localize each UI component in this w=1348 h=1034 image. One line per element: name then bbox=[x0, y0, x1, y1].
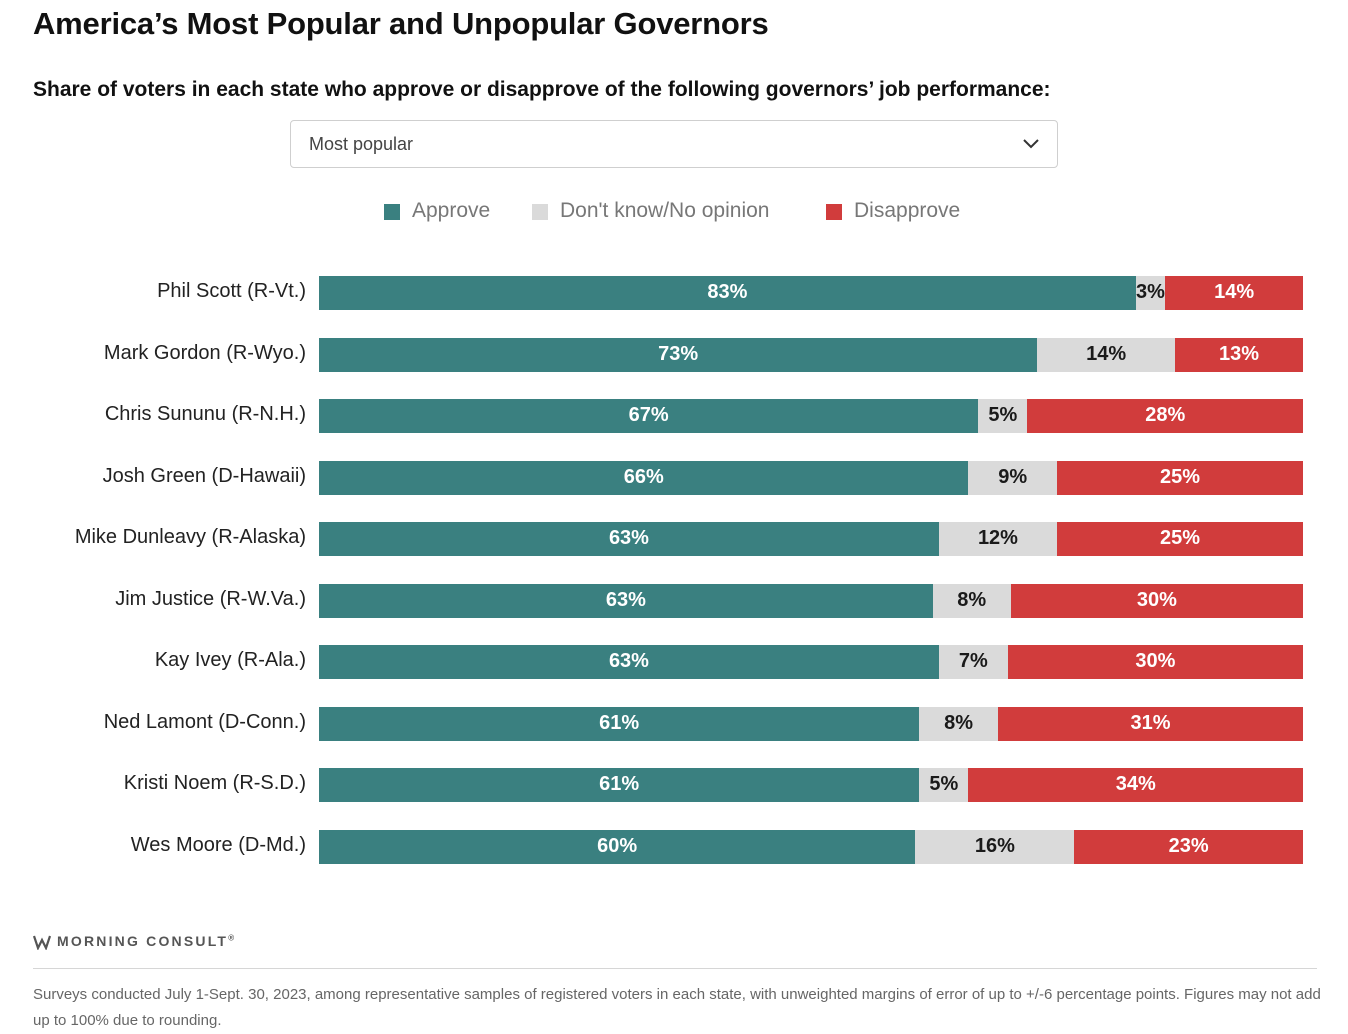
bar-segment-disapprove[interactable] bbox=[997, 707, 1303, 741]
bar-segment-dont-know[interactable] bbox=[915, 830, 1075, 864]
footnote: Surveys conducted July 1-Sept. 30, 2023,… bbox=[33, 986, 1321, 1029]
row-label: Mike Dunleavy (R-Alaska) bbox=[74, 526, 306, 548]
bar-data-label-disapprove: 25% bbox=[1159, 466, 1201, 488]
bar-data-label-approve: 83% bbox=[707, 281, 748, 303]
bar-segment-disapprove[interactable] bbox=[1010, 584, 1303, 618]
row-label: Josh Green (D-Hawaii) bbox=[102, 465, 306, 487]
bar-segment-approve[interactable] bbox=[319, 338, 1038, 372]
bar-data-label-dont-know: 8% bbox=[944, 712, 974, 734]
bar-segment-approve[interactable] bbox=[319, 830, 916, 864]
bar-data-label-disapprove: 13% bbox=[1219, 343, 1260, 365]
bar-data-label-disapprove: 30% bbox=[1135, 650, 1176, 672]
bar-segment-disapprove[interactable] bbox=[1007, 645, 1303, 679]
bar-segment-disapprove[interactable] bbox=[1057, 461, 1303, 495]
row-label: Chris Sununu (R-N.H.) bbox=[104, 403, 306, 425]
bar-segment-dont-know[interactable] bbox=[932, 584, 1011, 618]
bar-data-label-disapprove: 30% bbox=[1136, 589, 1177, 611]
bar-segment-approve[interactable] bbox=[319, 276, 1136, 310]
row-label: Jim Justice (R-W.Va.) bbox=[115, 588, 306, 610]
legend-swatch-disapprove bbox=[826, 204, 842, 220]
bar-data-label-approve: 63% bbox=[605, 589, 646, 611]
legend-label-approve: Approve bbox=[412, 199, 491, 222]
row-label: Phil Scott (R-Vt.) bbox=[157, 280, 306, 302]
chart-subtitle: Share of voters in each state who approv… bbox=[33, 78, 1051, 101]
chart-legend: Approve Don't know/No opinion Disapprove bbox=[0, 198, 1348, 228]
bar-data-label-dont-know: 8% bbox=[957, 589, 987, 611]
row-label: Kristi Noem (R-S.D.) bbox=[123, 772, 306, 794]
bar-segment-disapprove[interactable] bbox=[1175, 338, 1303, 372]
bar-data-label-disapprove: 25% bbox=[1159, 527, 1201, 549]
bar-segment-dont-know[interactable] bbox=[968, 461, 1057, 495]
bar-data-label-dont-know: 12% bbox=[977, 527, 1018, 549]
legend-swatch-dont-know bbox=[532, 204, 548, 220]
bar-data-label-disapprove: 34% bbox=[1115, 773, 1156, 795]
bar-segment-disapprove[interactable] bbox=[1165, 276, 1303, 310]
bar-segment-approve[interactable] bbox=[319, 522, 939, 556]
row-label: Wes Moore (D-Md.) bbox=[130, 834, 306, 856]
bar-data-label-dont-know: 9% bbox=[998, 466, 1028, 488]
bar-data-label-approve: 63% bbox=[608, 650, 649, 672]
bar-segment-disapprove[interactable] bbox=[968, 768, 1303, 802]
bar-data-label-approve: 61% bbox=[599, 773, 640, 795]
bar-data-label-approve: 67% bbox=[628, 404, 669, 426]
bar-data-label-dont-know: 16% bbox=[974, 835, 1015, 857]
legend-swatch-approve bbox=[384, 204, 400, 220]
row-label: Ned Lamont (D-Conn.) bbox=[103, 711, 306, 733]
logo-text: MORNING CONSULT® bbox=[57, 933, 235, 949]
chart-title: America’s Most Popular and Unpopular Gov… bbox=[33, 6, 769, 41]
bar-data-label-dont-know: 14% bbox=[1086, 343, 1127, 365]
bar-segment-dont-know[interactable] bbox=[919, 707, 998, 741]
bar-segment-disapprove[interactable] bbox=[1057, 522, 1303, 556]
bar-segment-approve[interactable] bbox=[319, 707, 920, 741]
legend-label-disapprove: Disapprove bbox=[854, 199, 961, 222]
row-label: Mark Gordon (R-Wyo.) bbox=[103, 342, 306, 364]
bar-segment-approve[interactable] bbox=[319, 645, 939, 679]
bar-data-label-dont-know: 7% bbox=[958, 650, 988, 672]
bar-segment-dont-know[interactable] bbox=[919, 768, 969, 802]
view-select-dropdown[interactable]: Most popular bbox=[290, 120, 1058, 168]
bar-data-label-disapprove: 31% bbox=[1130, 712, 1171, 734]
bar-segment-approve[interactable] bbox=[319, 768, 920, 802]
bar-data-label-disapprove: 14% bbox=[1214, 281, 1255, 303]
bar-data-label-dont-know: 5% bbox=[929, 773, 959, 795]
morning-consult-logo-icon bbox=[33, 935, 51, 950]
bar-segment-disapprove[interactable] bbox=[1027, 399, 1303, 433]
legend-label-dont-know: Don't know/No opinion bbox=[560, 199, 770, 222]
bar-data-label-disapprove: 23% bbox=[1168, 835, 1209, 857]
bar-data-label-dont-know: 3% bbox=[1136, 281, 1165, 303]
bar-segment-approve[interactable] bbox=[319, 584, 933, 618]
bar-segment-dont-know[interactable] bbox=[938, 522, 1057, 556]
bar-data-label-approve: 66% bbox=[623, 466, 664, 488]
bar-data-label-approve: 61% bbox=[599, 712, 640, 734]
bar-segment-dont-know[interactable] bbox=[978, 399, 1028, 433]
bar-segment-dont-know[interactable] bbox=[938, 645, 1008, 679]
bar-data-label-approve: 60% bbox=[597, 835, 638, 857]
bar-segment-approve[interactable] bbox=[319, 399, 979, 433]
bar-segment-approve[interactable] bbox=[319, 461, 969, 495]
bar-data-label-dont-know: 5% bbox=[988, 404, 1018, 426]
row-label: Kay Ivey (R-Ala.) bbox=[154, 649, 306, 671]
chevron-down-icon[interactable] bbox=[1021, 133, 1041, 153]
bar-segment-dont-know[interactable] bbox=[1037, 338, 1176, 372]
bar-data-label-disapprove: 28% bbox=[1145, 404, 1186, 426]
bar-data-label-approve: 63% bbox=[608, 527, 649, 549]
bar-segment-disapprove[interactable] bbox=[1074, 830, 1303, 864]
footer-divider bbox=[33, 968, 1317, 969]
dropdown-selected-value: Most popular bbox=[309, 134, 414, 154]
bar-data-label-approve: 73% bbox=[658, 343, 699, 365]
bar-segment-dont-know[interactable] bbox=[1135, 276, 1166, 310]
